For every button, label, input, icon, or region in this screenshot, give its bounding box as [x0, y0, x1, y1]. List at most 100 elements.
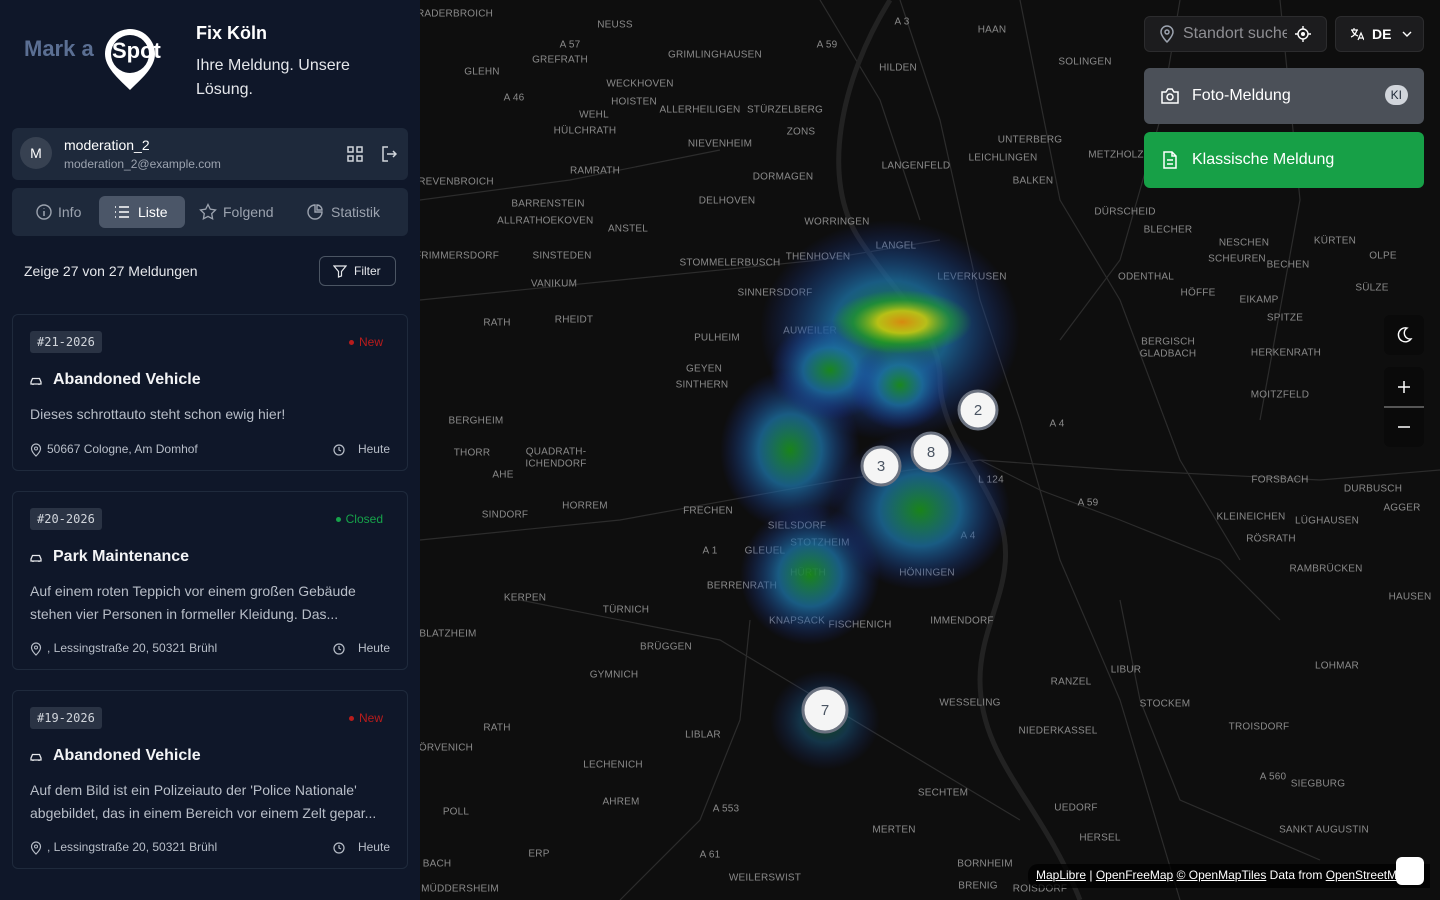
- report-category: Abandoned Vehicle: [53, 371, 201, 388]
- cluster-marker[interactable]: [957, 389, 999, 431]
- filter-button[interactable]: Filter: [319, 256, 396, 286]
- place-label: BRENIG: [958, 881, 998, 892]
- place-label: SANKT AUGUSTIN: [1279, 825, 1369, 836]
- report-address: , Lessingstraße 20, 50321 Brühl: [47, 840, 218, 854]
- photo-report-button[interactable]: Foto-Meldung KI: [1144, 68, 1424, 124]
- tagline: Ihre Meldung. Unsere Lösung.: [196, 57, 350, 98]
- place-label: FRECHEN: [683, 506, 733, 517]
- place-label: HAUSEN: [1389, 592, 1432, 603]
- report-status: Closed: [336, 512, 383, 526]
- place-label: UNTERBERG: [998, 135, 1063, 146]
- place-label: RATH: [483, 318, 510, 329]
- report-id: #20-2026: [30, 508, 102, 530]
- place-label: A 4: [1049, 419, 1064, 430]
- place-label: BLECHER: [1144, 225, 1193, 236]
- cluster-count: 7: [821, 702, 829, 719]
- place-label: GYMNICH: [590, 670, 639, 681]
- dashboard-button[interactable]: [347, 146, 363, 162]
- place-label: SINSTEDEN: [532, 251, 591, 262]
- place-label: NEUSS: [597, 20, 633, 31]
- tab-label: Statistik: [331, 204, 381, 220]
- report-category: Abandoned Vehicle: [53, 747, 201, 764]
- place-label: DÜRSCHEID: [1094, 206, 1155, 218]
- place-label: WESSELING: [939, 698, 1000, 709]
- brand-mark: Mark a: [24, 36, 94, 61]
- place-label: QUADRATH-: [526, 447, 587, 458]
- place-label: GREFRATH: [532, 55, 588, 66]
- tab-following[interactable]: Folgend: [189, 196, 284, 228]
- report-id: #21-2026: [30, 331, 102, 353]
- cluster-count: 2: [974, 402, 982, 419]
- place-label: STOCKEM: [1140, 699, 1191, 710]
- place-label: ANSTEL: [608, 224, 648, 235]
- attribution-link[interactable]: OpenStreetMap: [1325, 868, 1411, 882]
- place-label: A 59: [817, 40, 838, 51]
- zoom-in[interactable]: [1396, 379, 1412, 395]
- place-label: SOLINGEN: [1058, 57, 1111, 68]
- place-label: BACH: [423, 859, 452, 870]
- map-labels: RADERBROICH NEUSS GREFRATH GRIMLINGHAUSEN GL…: [420, 9, 1431, 895]
- place-label: BERGISCH: [1141, 337, 1195, 348]
- locate-button[interactable]: [1295, 26, 1311, 42]
- place-label: ICHENDORF: [525, 459, 586, 470]
- report-description: Auf dem Bild ist ein Polizeiauto der 'Po…: [30, 782, 377, 821]
- place-label: NIEDERKASSEL: [1018, 726, 1097, 737]
- logout-button[interactable]: [381, 146, 397, 162]
- place-label: LECHENICH: [583, 760, 643, 771]
- place-label: GEYEN: [686, 364, 722, 375]
- location-icon: [30, 642, 42, 656]
- tab-info[interactable]: Info: [24, 196, 93, 228]
- place-label: RATH: [483, 723, 510, 734]
- attribution-link[interactable]: OpenFreeMap: [1095, 868, 1174, 882]
- place-label: LEICHLINGEN: [969, 153, 1038, 164]
- attribution-separator: |: [1089, 868, 1093, 882]
- place-label: WEILERSWIST: [729, 873, 801, 884]
- cluster-marker[interactable]: [860, 445, 902, 487]
- place-label: TÜRNICH: [603, 604, 649, 616]
- report-card[interactable]: #19-2026 New Abandoned Vehicle Auf dem Bild…: [12, 690, 408, 869]
- location-icon: [30, 841, 42, 855]
- report-address: , Lessingstraße 20, 50321 Brühl: [47, 641, 218, 655]
- tab-statistics[interactable]: Statistik: [297, 196, 390, 228]
- language-select[interactable]: DE: [1335, 16, 1424, 52]
- place-label: ROISDORF: [1013, 884, 1067, 895]
- photo-report-label: Foto-Meldung: [1192, 87, 1291, 104]
- tab-list[interactable]: Liste: [99, 196, 185, 228]
- place-label: EIKAMP: [1240, 295, 1279, 306]
- place-label: HOISTEN: [611, 97, 657, 108]
- place-label: TROISDORF: [1229, 722, 1290, 733]
- theme-toggle[interactable]: [1384, 315, 1424, 355]
- roads: [420, 0, 1440, 900]
- attribution-link[interactable]: MapLibre: [1036, 868, 1087, 882]
- place-label: MERTEN: [872, 825, 915, 836]
- location-icon: [30, 443, 42, 457]
- avatar: M: [20, 137, 52, 169]
- clock-icon: [333, 444, 345, 456]
- place-label: BORNHEIM: [957, 859, 1013, 870]
- tab-label: Info: [58, 204, 82, 220]
- zoom-out[interactable]: [1396, 419, 1412, 435]
- user-email: moderation_2@example.com: [64, 157, 221, 171]
- classic-report-button[interactable]: Klassische Meldung: [1144, 132, 1424, 188]
- location-search[interactable]: Standort suchen: [1144, 16, 1327, 52]
- attribution-toggle[interactable]: [1396, 857, 1424, 885]
- place-label: LIBUR: [1111, 665, 1141, 676]
- place-label: LIBLAR: [685, 730, 721, 741]
- user-card: M moderation_2 moderation_2@example.com: [12, 128, 408, 180]
- report-id: #19-2026: [30, 707, 102, 729]
- cluster-marker[interactable]: [801, 686, 849, 734]
- cluster-marker[interactable]: [910, 431, 952, 473]
- attribution: MapLibre | OpenFreeMap © OpenMapTiles Da…: [1028, 864, 1430, 888]
- report-card[interactable]: #21-2026 New Abandoned Vehicle Dieses schro…: [12, 314, 408, 471]
- place-label: FRIMMERSDORF: [420, 251, 499, 262]
- place-label: RHEIDT: [555, 315, 593, 326]
- place-label: WORRINGEN: [804, 217, 869, 228]
- place-label: LANGENFELD: [882, 161, 951, 172]
- place-label: SPITZE: [1267, 313, 1303, 324]
- map-canvas[interactable]: RADERBROICH NEUSS GREFRATH GRIMLINGHAUSEN GL…: [420, 0, 1440, 900]
- place-label: SCHEUREN: [1208, 254, 1266, 265]
- report-card[interactable]: #20-2026 Closed Park Maintenance Auf einem …: [12, 491, 408, 670]
- attribution-link[interactable]: © OpenMapTiles: [1176, 868, 1267, 882]
- cluster-count: 3: [877, 458, 885, 475]
